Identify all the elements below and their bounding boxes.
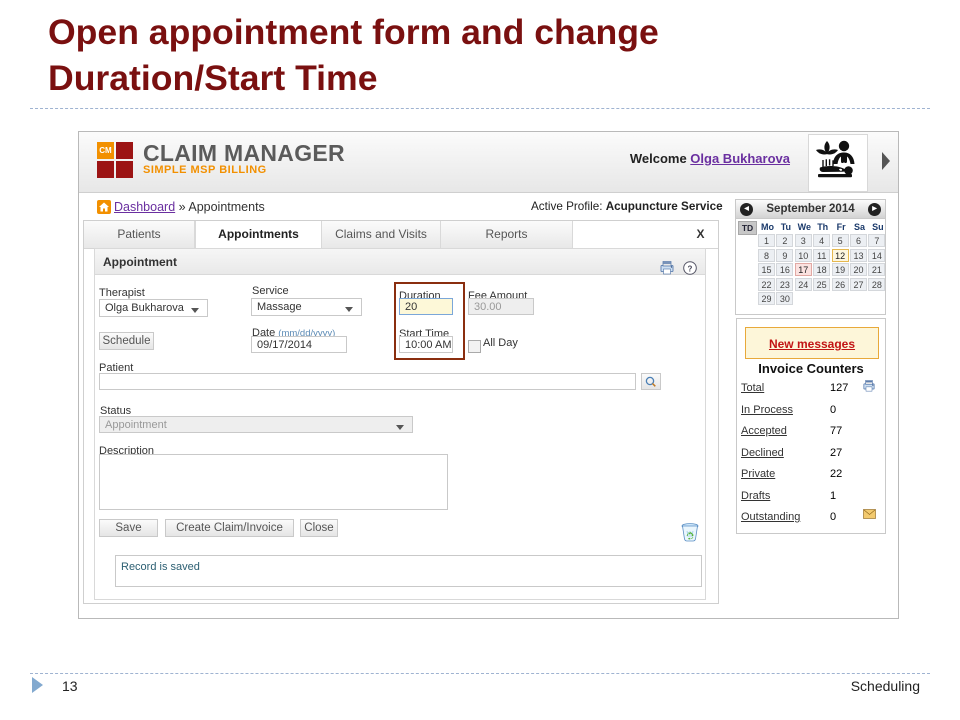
svg-text:?: ? xyxy=(688,264,693,273)
